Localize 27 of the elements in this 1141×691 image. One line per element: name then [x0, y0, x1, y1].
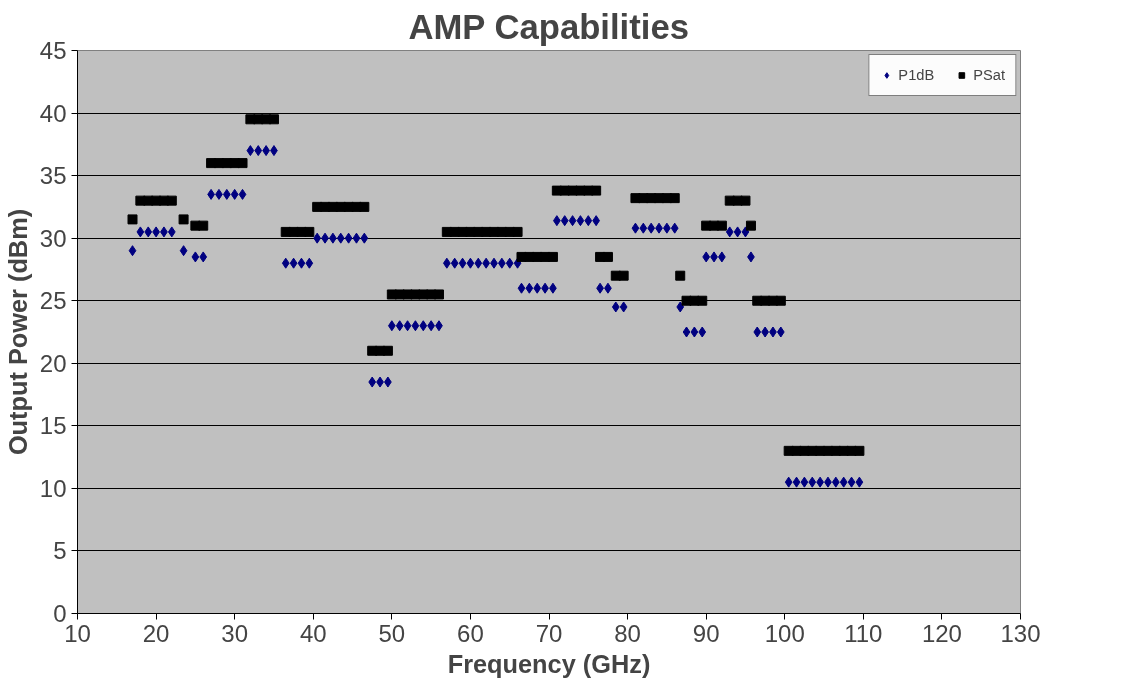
legend-label: P1dB: [898, 67, 935, 83]
x-tick-label: 110: [844, 619, 883, 647]
y-tick-label: 35: [39, 162, 67, 190]
x-tick-label: 30: [221, 619, 249, 647]
y-tick-label: 30: [39, 224, 67, 252]
y-tick-label: 15: [39, 412, 67, 440]
x-tick-label: 80: [614, 619, 641, 647]
x-tick-label: 120: [921, 619, 962, 647]
y-tick-label: 20: [39, 349, 67, 377]
y-tick-label: 0: [53, 600, 67, 627]
x-axis-title: Frequency (GHz): [447, 649, 651, 678]
x-tick-label: 20: [142, 619, 170, 647]
chart-title: AMP Capabilities: [408, 7, 689, 46]
y-tick-label: 25: [39, 287, 67, 315]
y-tick-label: 5: [53, 537, 67, 565]
x-tick-label: 60: [457, 619, 484, 647]
y-tick-label: 45: [39, 37, 67, 64]
x-tick-label: 40: [299, 619, 327, 647]
legend-label: PSat: [973, 67, 1005, 83]
x-tick-label: 90: [692, 619, 720, 647]
y-axis-title: Output Power (dBm): [3, 208, 32, 456]
x-tick-label: 130: [1000, 619, 1041, 647]
y-tick-label: 40: [39, 99, 67, 127]
x-tick-label: 50: [378, 619, 406, 647]
x-tick-label: 70: [535, 619, 563, 647]
x-tick-label: 100: [764, 619, 805, 647]
y-tick-label: 10: [39, 474, 67, 502]
